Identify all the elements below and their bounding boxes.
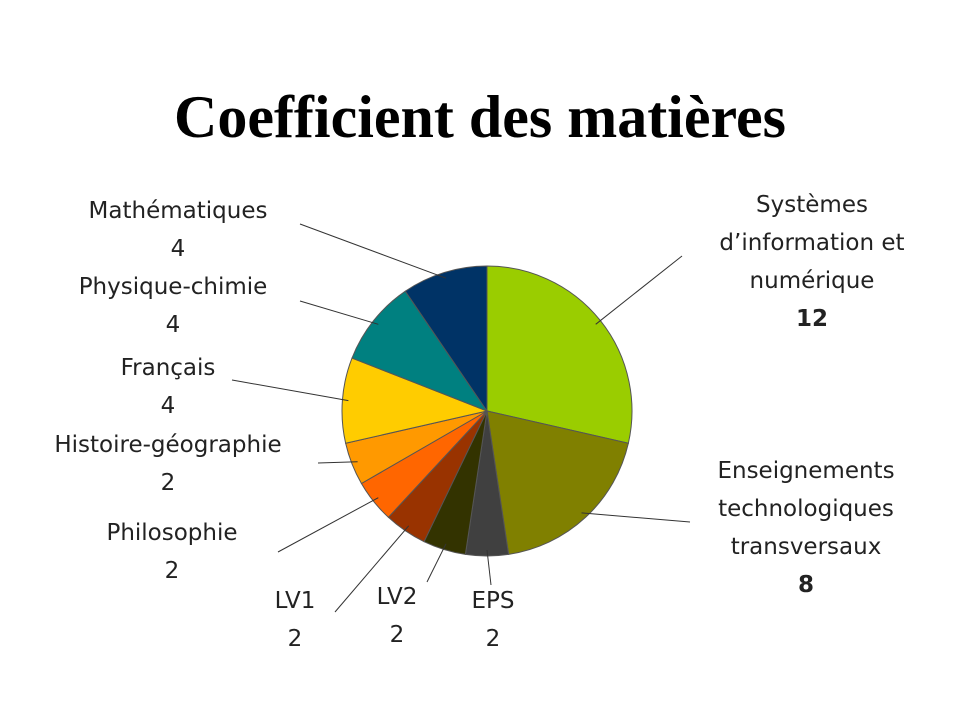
slice-label-7: Français — [121, 355, 216, 381]
slice-label-8: Physique-chimie — [79, 274, 268, 300]
leader-line-4 — [334, 525, 410, 613]
pie-slice-8 — [351, 290, 489, 413]
slice-value-2: 2 — [486, 626, 501, 652]
leader-line-2 — [486, 549, 492, 586]
leader-line-6 — [317, 461, 358, 464]
leader-line-5 — [277, 497, 379, 553]
slice-value-1: 8 — [798, 572, 814, 598]
slice-value-8: 4 — [166, 312, 181, 338]
pie-slice-9 — [404, 265, 488, 413]
leader-line-8 — [299, 300, 379, 325]
slice-label-1: Enseignements technologiques transversaux — [717, 458, 894, 560]
slice-value-4: 2 — [288, 626, 303, 652]
slice-label-2: EPS — [471, 588, 514, 614]
pie-slice-7 — [341, 357, 489, 444]
slice-value-9: 4 — [171, 236, 186, 262]
slice-label-9: Mathématiques — [89, 198, 268, 224]
slice-value-0: 12 — [796, 306, 828, 332]
leader-line-3 — [426, 543, 447, 583]
chart-title: Coefficient des matières — [173, 84, 786, 150]
slice-label-6: Histoire-géographie — [54, 432, 281, 458]
leader-line-9 — [299, 223, 447, 279]
leader-line-7 — [231, 379, 349, 402]
leader-line-1 — [581, 512, 691, 523]
slice-value-5: 2 — [165, 558, 180, 584]
slice-label-4: LV1 — [275, 588, 316, 614]
slice-label-0: Systèmes d’information et numérique — [719, 192, 904, 294]
pie-slice-1 — [486, 410, 629, 555]
slice-value-7: 4 — [161, 393, 176, 419]
slice-value-3: 2 — [390, 622, 405, 648]
leader-line-0 — [595, 255, 683, 325]
slice-label-3: LV2 — [377, 584, 418, 610]
slice-label-5: Philosophie — [106, 520, 237, 546]
slice-value-6: 2 — [161, 470, 176, 496]
